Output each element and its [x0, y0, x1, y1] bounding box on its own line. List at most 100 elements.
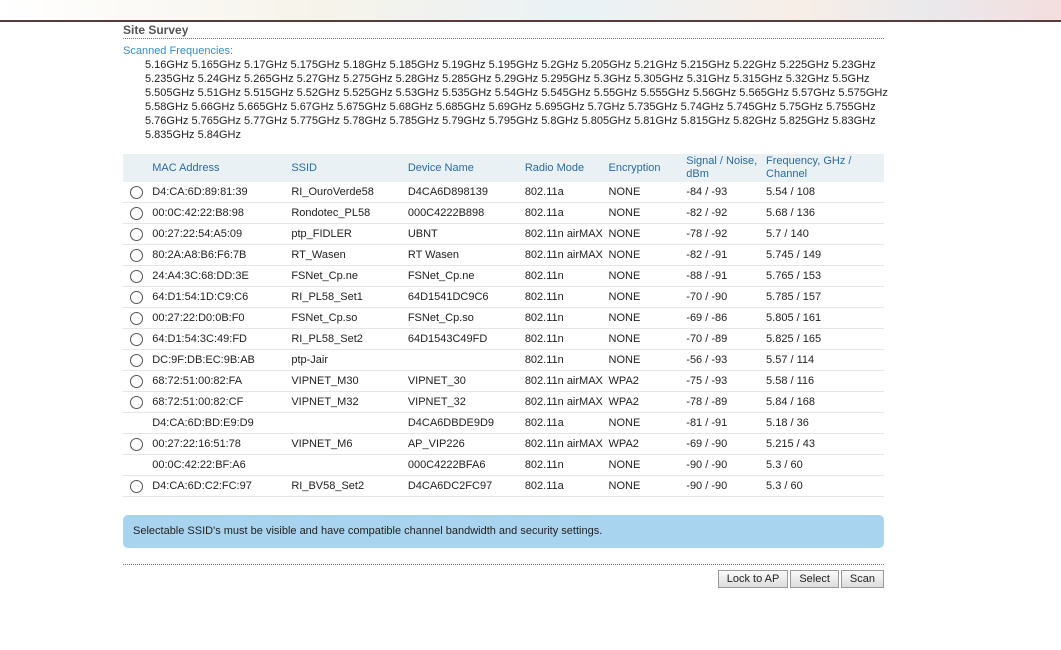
table-cell: 000C4222BFA6: [405, 454, 523, 476]
table-cell: RI_PL58_Set1: [289, 286, 406, 308]
table-cell: 80:2A:A8:B6:F6:7B: [150, 244, 290, 266]
table-cell: VIPNET_M6: [289, 433, 406, 455]
table-cell: -70 / -89: [684, 328, 765, 350]
table-cell: D4:CA:6D:BD:E9:D9: [150, 412, 290, 434]
button[interactable]: Lock to AP: [717, 570, 789, 588]
frequency-line: 5.835GHz 5.84GHz: [145, 129, 241, 141]
table-cell: NONE: [606, 349, 685, 371]
table-cell: 802.11n airMAX: [522, 391, 607, 413]
radio-button[interactable]: [130, 479, 143, 493]
header-cell: Signal / Noise, dBm: [684, 154, 765, 182]
table-cell: FSNet_Cp.so: [289, 307, 406, 329]
radio-button[interactable]: [130, 437, 143, 451]
table-cell: 00:27:22:54:A5:09: [150, 223, 290, 245]
table-cell: 802.11n: [522, 349, 607, 371]
table-cell: NONE: [606, 475, 685, 497]
table-row: 68:72:51:00:82:CF VIPNET_M32 VIPNET_32 802.…: [123, 391, 884, 413]
table-cell: ptp_FIDLER: [289, 223, 406, 245]
select-cell: [123, 328, 151, 350]
table-cell: 5.54 / 108: [764, 182, 884, 203]
table-cell: AP_VIP226: [405, 433, 523, 455]
radio-button[interactable]: [130, 353, 143, 367]
radio-button[interactable]: [130, 290, 143, 304]
table-cell: -78 / -89: [684, 391, 765, 413]
select-cell: [123, 349, 151, 371]
table-cell: 5.745 / 149: [764, 244, 884, 266]
table-cell: [289, 412, 406, 434]
frequency-line: 5.505GHz 5.51GHz 5.515GHz 5.52GHz 5.525G…: [145, 87, 888, 99]
table-cell: NONE: [606, 223, 685, 245]
table-cell: Rondotec_PL58: [289, 202, 406, 224]
select-cell: [123, 433, 151, 455]
frequency-line: 5.76GHz 5.765GHz 5.77GHz 5.775GHz 5.78GH…: [145, 115, 876, 127]
table-cell: -84 / -93: [684, 182, 765, 203]
table-row: 00:27:22:54:A5:09 ptp_FIDLER UBNT 802.11n a…: [123, 223, 884, 245]
table-row: 00:0C:42:22:B8:98 Rondotec_PL58 000C4222B8…: [123, 202, 884, 224]
select-cell: [123, 182, 151, 203]
table-cell: 5.785 / 157: [764, 286, 884, 308]
table-cell: WPA2: [606, 370, 685, 392]
table-row: D4:CA:6D:89:81:39 RI_OuroVerde58 D4CA6D898…: [123, 182, 884, 203]
select-cell: [123, 412, 151, 434]
table-cell: 5.215 / 43: [764, 433, 884, 455]
page-title: Site Survey: [123, 22, 884, 39]
table-cell: -56 / -93: [684, 349, 765, 371]
table-cell: 802.11a: [522, 182, 607, 203]
select-cell: [123, 475, 151, 497]
table-cell: 5.3 / 60: [764, 475, 884, 497]
table-cell: NONE: [606, 412, 685, 434]
table-cell: DC:9F:DB:EC:9B:AB: [150, 349, 290, 371]
table-cell: -69 / -86: [684, 307, 765, 329]
radio-button[interactable]: [130, 185, 143, 199]
table-cell: D4CA6DBDE9D9: [405, 412, 523, 434]
table-cell: NONE: [606, 265, 685, 287]
radio-button[interactable]: [130, 374, 143, 388]
table-cell: VIPNET_M30: [289, 370, 406, 392]
table-cell: 68:72:51:00:82:CF: [150, 391, 290, 413]
radio-button[interactable]: [130, 269, 143, 283]
table-cell: 802.11n: [522, 328, 607, 350]
header-bar: [0, 0, 1061, 22]
table-cell: 802.11n: [522, 454, 607, 476]
frequencies-label: Scanned Frequencies:: [123, 45, 234, 57]
table-cell: [405, 349, 523, 371]
table-cell: 802.11n airMAX: [522, 433, 607, 455]
table-cell: FSNet_Cp.ne: [289, 265, 406, 287]
table-cell: NONE: [606, 454, 685, 476]
table-body: D4:CA:6D:89:81:39 RI_OuroVerde58 D4CA6D898…: [123, 182, 884, 497]
table-cell: RT Wasen: [405, 244, 523, 266]
table-cell: 64:D1:54:1D:C9:C6: [150, 286, 290, 308]
select-cell: [123, 265, 151, 287]
header-cell: SSID: [289, 154, 406, 182]
header-cell: MAC Address: [150, 154, 290, 182]
table-cell: ptp-Jair: [289, 349, 406, 371]
table-cell: VIPNET_30: [405, 370, 523, 392]
table-cell: 5.84 / 168: [764, 391, 884, 413]
table-row: 64:D1:54:1D:C9:C6 RI_PL58_Set1 64D1541DC9C…: [123, 286, 884, 308]
table-cell: 802.11n airMAX: [522, 370, 607, 392]
table-row: 80:2A:A8:B6:F6:7B RT_Wasen RT Wasen 802.11n…: [123, 244, 884, 266]
radio-button[interactable]: [130, 332, 143, 346]
select-cell: [123, 244, 151, 266]
button-bar: Lock to AP Select Scan: [123, 570, 884, 588]
radio-button[interactable]: [130, 248, 143, 262]
button[interactable]: Scan: [840, 570, 884, 588]
radio-button[interactable]: [130, 395, 143, 409]
table-cell: 00:27:22:D0:0B:F0: [150, 307, 290, 329]
radio-button[interactable]: [130, 206, 143, 220]
table-cell: 64:D1:54:3C:49:FD: [150, 328, 290, 350]
table-cell: 802.11a: [522, 202, 607, 224]
radio-button[interactable]: [130, 227, 143, 241]
table-cell: -82 / -92: [684, 202, 765, 224]
table-row: 24:A4:3C:68:DD:3E FSNet_Cp.ne FSNet_Cp.ne 8…: [123, 265, 884, 287]
survey-table: MAC Address SSID Device Name Radio Mode Encr…: [123, 154, 884, 497]
table-cell: -81 / -91: [684, 412, 765, 434]
button[interactable]: Select: [790, 570, 839, 588]
table-cell: D4:CA:6D:89:81:39: [150, 182, 290, 203]
table-cell: 5.805 / 161: [764, 307, 884, 329]
content: Site Survey Scanned Frequencies: 5.16GHz…: [123, 22, 888, 588]
select-cell: [123, 391, 151, 413]
radio-button[interactable]: [130, 311, 143, 325]
table-cell: -90 / -90: [684, 454, 765, 476]
table-cell: -88 / -91: [684, 265, 765, 287]
